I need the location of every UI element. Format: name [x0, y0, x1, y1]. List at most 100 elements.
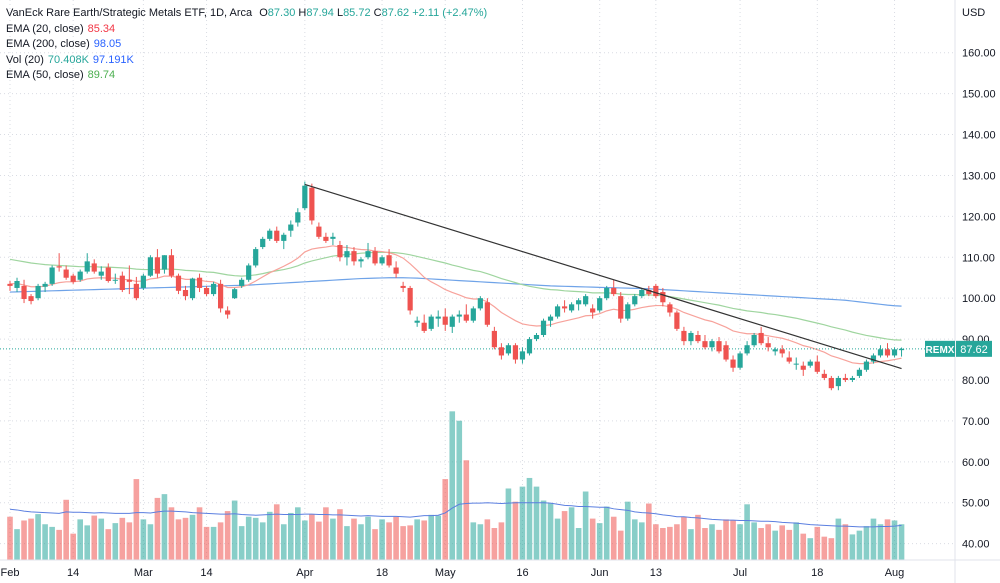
candle: [119, 271, 125, 293]
candle: [863, 359, 870, 372]
volume-bar: [28, 518, 34, 560]
candle-body: [14, 281, 20, 288]
volume-bar: [147, 524, 154, 560]
volume-bar: [98, 518, 105, 560]
legend-volume[interactable]: Vol (20) 70.408K 97.191K: [6, 53, 487, 69]
candle-body: [688, 332, 694, 342]
legend-ema200[interactable]: EMA (200, close) 98.05: [6, 37, 487, 53]
candle-body: [274, 230, 280, 241]
volume-bar: [561, 511, 568, 560]
candle-body: [232, 289, 238, 299]
candle-body: [863, 361, 870, 370]
candle: [407, 285, 413, 315]
candle-body: [49, 267, 55, 284]
candle: [702, 335, 708, 350]
candle-body: [751, 335, 757, 346]
trendline-drawing[interactable]: [304, 183, 902, 370]
volume-bar: [681, 516, 687, 560]
candle: [414, 316, 420, 327]
price-tick-label: 60.00: [962, 457, 990, 469]
candle: [498, 343, 504, 360]
volume-bar: [491, 528, 498, 560]
candle-body: [7, 283, 13, 286]
volume-bar: [674, 524, 680, 560]
legend-title-row: VanEck Rare Earth/Strategic Metals ETF, …: [6, 6, 487, 22]
candle: [218, 279, 224, 313]
chart-legend: VanEck Rare Earth/Strategic Metals ETF, …: [6, 6, 487, 84]
candle: [330, 232, 336, 245]
volume-bar: [14, 529, 20, 560]
candle: [793, 357, 799, 370]
candle-body: [140, 275, 146, 288]
ohlc-open-label: O: [259, 7, 268, 19]
candle-body: [569, 304, 575, 311]
candle-body: [309, 187, 315, 221]
volume-bar: [603, 506, 610, 560]
candle: [821, 369, 827, 380]
volume-bar: [400, 526, 406, 560]
candle-body: [470, 308, 476, 321]
volume-bar: [414, 519, 420, 560]
candle: [175, 273, 182, 295]
volume-bar: [863, 526, 870, 560]
volume-ma-line: [9, 502, 902, 528]
volume-bar: [372, 529, 378, 560]
volume-bar: [140, 519, 147, 560]
volume-bar: [119, 517, 126, 560]
volume-bar: [63, 499, 69, 560]
price-tick-label: 120.00: [962, 211, 996, 223]
ohlc-high: 87.94: [306, 7, 334, 19]
candle: [800, 361, 806, 376]
candle: [786, 351, 792, 364]
candle: [569, 302, 575, 313]
time-tick-label: Feb: [1, 567, 20, 579]
volume-bar: [667, 526, 673, 560]
volume-bar: [35, 514, 41, 560]
price-axis[interactable]: USD40.0050.0060.0070.0080.0090.00100.001…: [954, 0, 996, 583]
volume-bar: [519, 486, 526, 560]
volume-bar: [610, 516, 617, 560]
time-tick-label: Mar: [134, 567, 153, 579]
plot-background: [0, 0, 955, 560]
candle-body: [681, 330, 687, 342]
time-axis[interactable]: Feb 14 Mar 14 Apr 18 May 16 Jun 13 Jul 18 Aug: [0, 559, 1000, 579]
candle: [540, 318, 547, 338]
volume-value: 70.408K: [47, 53, 89, 66]
volume-bar: [316, 521, 322, 560]
volume-bar: [386, 522, 392, 560]
candle-body: [793, 363, 799, 365]
candle: [547, 314, 554, 327]
candle: [814, 355, 820, 374]
candle: [189, 277, 196, 301]
legend-ema50[interactable]: EMA (50, close) 89.74: [6, 68, 487, 84]
volume-bar: [624, 501, 631, 560]
trendline: [304, 183, 902, 370]
volume-bar: [231, 500, 238, 560]
volume-bar: [786, 529, 793, 560]
volume-bar: [870, 518, 877, 560]
volume-bar: [330, 518, 336, 560]
volume-bar: [323, 507, 329, 560]
volume-bar: [435, 515, 442, 560]
legend-ema20[interactable]: EMA (20, close) 85.34: [6, 22, 487, 38]
ema200-line: [9, 277, 902, 307]
candle: [140, 273, 146, 290]
candle: [63, 265, 69, 280]
candle-body: [77, 271, 83, 280]
candle: [161, 255, 168, 274]
candle-body: [154, 257, 161, 274]
candle: [590, 304, 596, 319]
volume-bar: [196, 507, 203, 560]
volume-bar: [653, 524, 659, 560]
candle: [709, 339, 715, 352]
time-tick-label: Aug: [885, 567, 905, 579]
candle-body: [21, 285, 27, 299]
volume-bar: [891, 520, 898, 560]
price-tick-label: 40.00: [962, 539, 990, 551]
candle: [491, 326, 497, 350]
volume-bar: [547, 503, 554, 560]
candle-body: [344, 251, 350, 258]
volume-bar: [463, 460, 470, 560]
time-tick-label: Jul: [733, 567, 747, 579]
